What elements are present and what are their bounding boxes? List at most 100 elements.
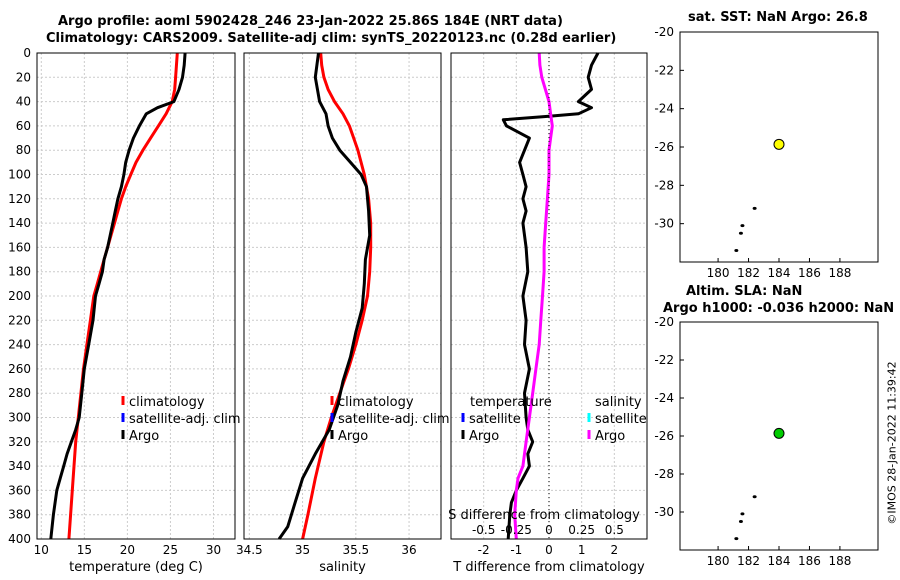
y-tick-label: 180 <box>8 265 31 279</box>
sst_map-island <box>752 206 757 210</box>
sla_map-island <box>738 520 743 523</box>
sla_map-island <box>752 495 757 499</box>
sst-map-title: sat. SST: NaN Argo: 26.8 <box>688 10 868 25</box>
sla_map-x-tick-label: 186 <box>798 554 821 568</box>
difference-s-axis-label: S difference from climatology <box>448 508 640 523</box>
sst_map-island <box>738 231 743 235</box>
y-tick-label: 300 <box>8 411 31 425</box>
sla-map-title-line2: Argo h1000: -0.036 h2000: NaN <box>663 301 895 316</box>
temperature-series-argo <box>49 52 187 540</box>
sla_map-x-tick-label: 188 <box>828 554 851 568</box>
figure-title-line1: Argo profile: aoml 5902428_246 23-Jan-20… <box>58 14 563 29</box>
sla_map-x-tick-label: 182 <box>737 554 760 568</box>
difference-s-tick-label: -0.25 <box>501 523 532 537</box>
diff-temp-legend-label: Argo <box>469 429 499 444</box>
sla_map-y-tick-label: -26 <box>654 429 674 443</box>
sla_map-island <box>740 512 745 516</box>
salinity-series-argo <box>277 52 372 540</box>
temperature-x-tick-label: 30 <box>206 543 221 557</box>
y-tick-label: 0 <box>23 46 31 60</box>
y-tick-label: 40 <box>16 95 31 109</box>
sla_map-y-tick-label: -22 <box>654 353 674 367</box>
diff-sal-legend-title: salinity <box>595 395 642 410</box>
difference-x-tick-label: -2 <box>478 543 490 557</box>
y-tick-label: 200 <box>8 289 31 303</box>
difference-x-tick-label: -1 <box>510 543 522 557</box>
temperature-legend-label: climatology <box>129 395 205 410</box>
y-tick-label: 240 <box>8 338 31 352</box>
sla_map-island <box>734 537 739 541</box>
difference-s-tick-label: 0.5 <box>605 523 624 537</box>
temperature-legend-label: satellite-adj. clim <box>129 412 241 427</box>
difference-x-axis-label: T difference from climatology <box>452 560 645 575</box>
y-tick-label: 60 <box>16 119 31 133</box>
salinity-x-tick-label: 35.5 <box>342 543 369 557</box>
y-tick-label: 340 <box>8 459 31 473</box>
sst_map-y-tick-label: -22 <box>654 63 674 77</box>
sla_map-x-tick-label: 180 <box>707 554 730 568</box>
temperature-x-tick-label: 20 <box>120 543 135 557</box>
temperature-x-axis-label: temperature (deg C) <box>69 560 203 575</box>
difference-x-tick-label: 1 <box>578 543 586 557</box>
y-tick-label: 380 <box>8 508 31 522</box>
sla_map-y-tick-label: -24 <box>654 391 674 405</box>
sst_map-y-tick-label: -20 <box>654 25 674 39</box>
sla_map-y-tick-label: -20 <box>654 315 674 329</box>
temperature-x-tick-label: 25 <box>163 543 178 557</box>
temperature-x-tick-label: 10 <box>34 543 49 557</box>
y-tick-label: 100 <box>8 168 31 182</box>
salinity-legend-label: Argo <box>338 429 368 444</box>
y-tick-label: 20 <box>16 70 31 84</box>
salinity-x-tick-label: 35 <box>295 543 310 557</box>
diff-temp-legend-label: satellite <box>469 412 521 427</box>
difference-s-tick-label: 0.25 <box>568 523 595 537</box>
sst_map-argo-marker <box>773 138 785 150</box>
salinity-legend-label: climatology <box>338 395 414 410</box>
sst_map-x-tick-label: 184 <box>768 266 791 280</box>
y-tick-label: 80 <box>16 143 31 157</box>
diff-temp-legend-title: temperature <box>470 395 552 410</box>
y-tick-label: 320 <box>8 435 31 449</box>
salinity-axes-box <box>243 52 442 540</box>
sst_map-island <box>734 249 739 252</box>
sst_map-y-tick-label: -30 <box>654 217 674 231</box>
y-tick-label: 280 <box>8 386 31 400</box>
difference-s-tick-label: -0.5 <box>472 523 495 537</box>
sst_map-x-tick-label: 180 <box>707 266 730 280</box>
salinity-x-tick-label: 36 <box>401 543 416 557</box>
sst_map-x-tick-label: 188 <box>828 266 851 280</box>
difference-x-tick-label: 0 <box>545 543 553 557</box>
sla_map-argo-marker <box>773 427 785 439</box>
difference-x-tick-label: 2 <box>611 543 619 557</box>
sla-map-title-line1: Altim. SLA: NaN <box>686 284 803 299</box>
y-tick-label: 140 <box>8 216 31 230</box>
y-tick-label: 400 <box>8 532 31 546</box>
salinity-x-axis-label: salinity <box>319 560 366 575</box>
sla_map-x-tick-label: 184 <box>768 554 791 568</box>
figure-title-line2: Climatology: CARS2009. Satellite-adj cli… <box>46 31 617 46</box>
sla_map-y-tick-label: -28 <box>654 467 674 481</box>
y-tick-label: 160 <box>8 240 31 254</box>
temperature-legend-label: Argo <box>129 429 159 444</box>
y-tick-label: 260 <box>8 362 31 376</box>
y-tick-label: 360 <box>8 483 31 497</box>
sst_map-x-tick-label: 182 <box>737 266 760 280</box>
temperature-x-tick-label: 15 <box>77 543 92 557</box>
y-tick-label: 220 <box>8 313 31 327</box>
diff-sal-legend-label: satellite <box>595 412 647 427</box>
sst_map-island <box>740 224 745 228</box>
difference-series-salinity-argo <box>513 52 554 540</box>
sla_map-y-tick-label: -30 <box>654 505 674 519</box>
diff-sal-legend-label: Argo <box>595 429 625 444</box>
y-tick-label: 120 <box>8 192 31 206</box>
salinity-legend-label: satellite-adj. clim <box>338 412 450 427</box>
sst_map-y-tick-label: -28 <box>654 178 674 192</box>
temperature-axes-box <box>36 52 236 540</box>
salinity-x-tick-label: 34.5 <box>236 543 263 557</box>
sst_map-x-tick-label: 186 <box>798 266 821 280</box>
sst_map-y-tick-label: -26 <box>654 140 674 154</box>
sst_map-y-tick-label: -24 <box>654 102 674 116</box>
difference-s-tick-label: 0 <box>545 523 553 537</box>
difference-series-temperature-argo <box>501 52 600 540</box>
